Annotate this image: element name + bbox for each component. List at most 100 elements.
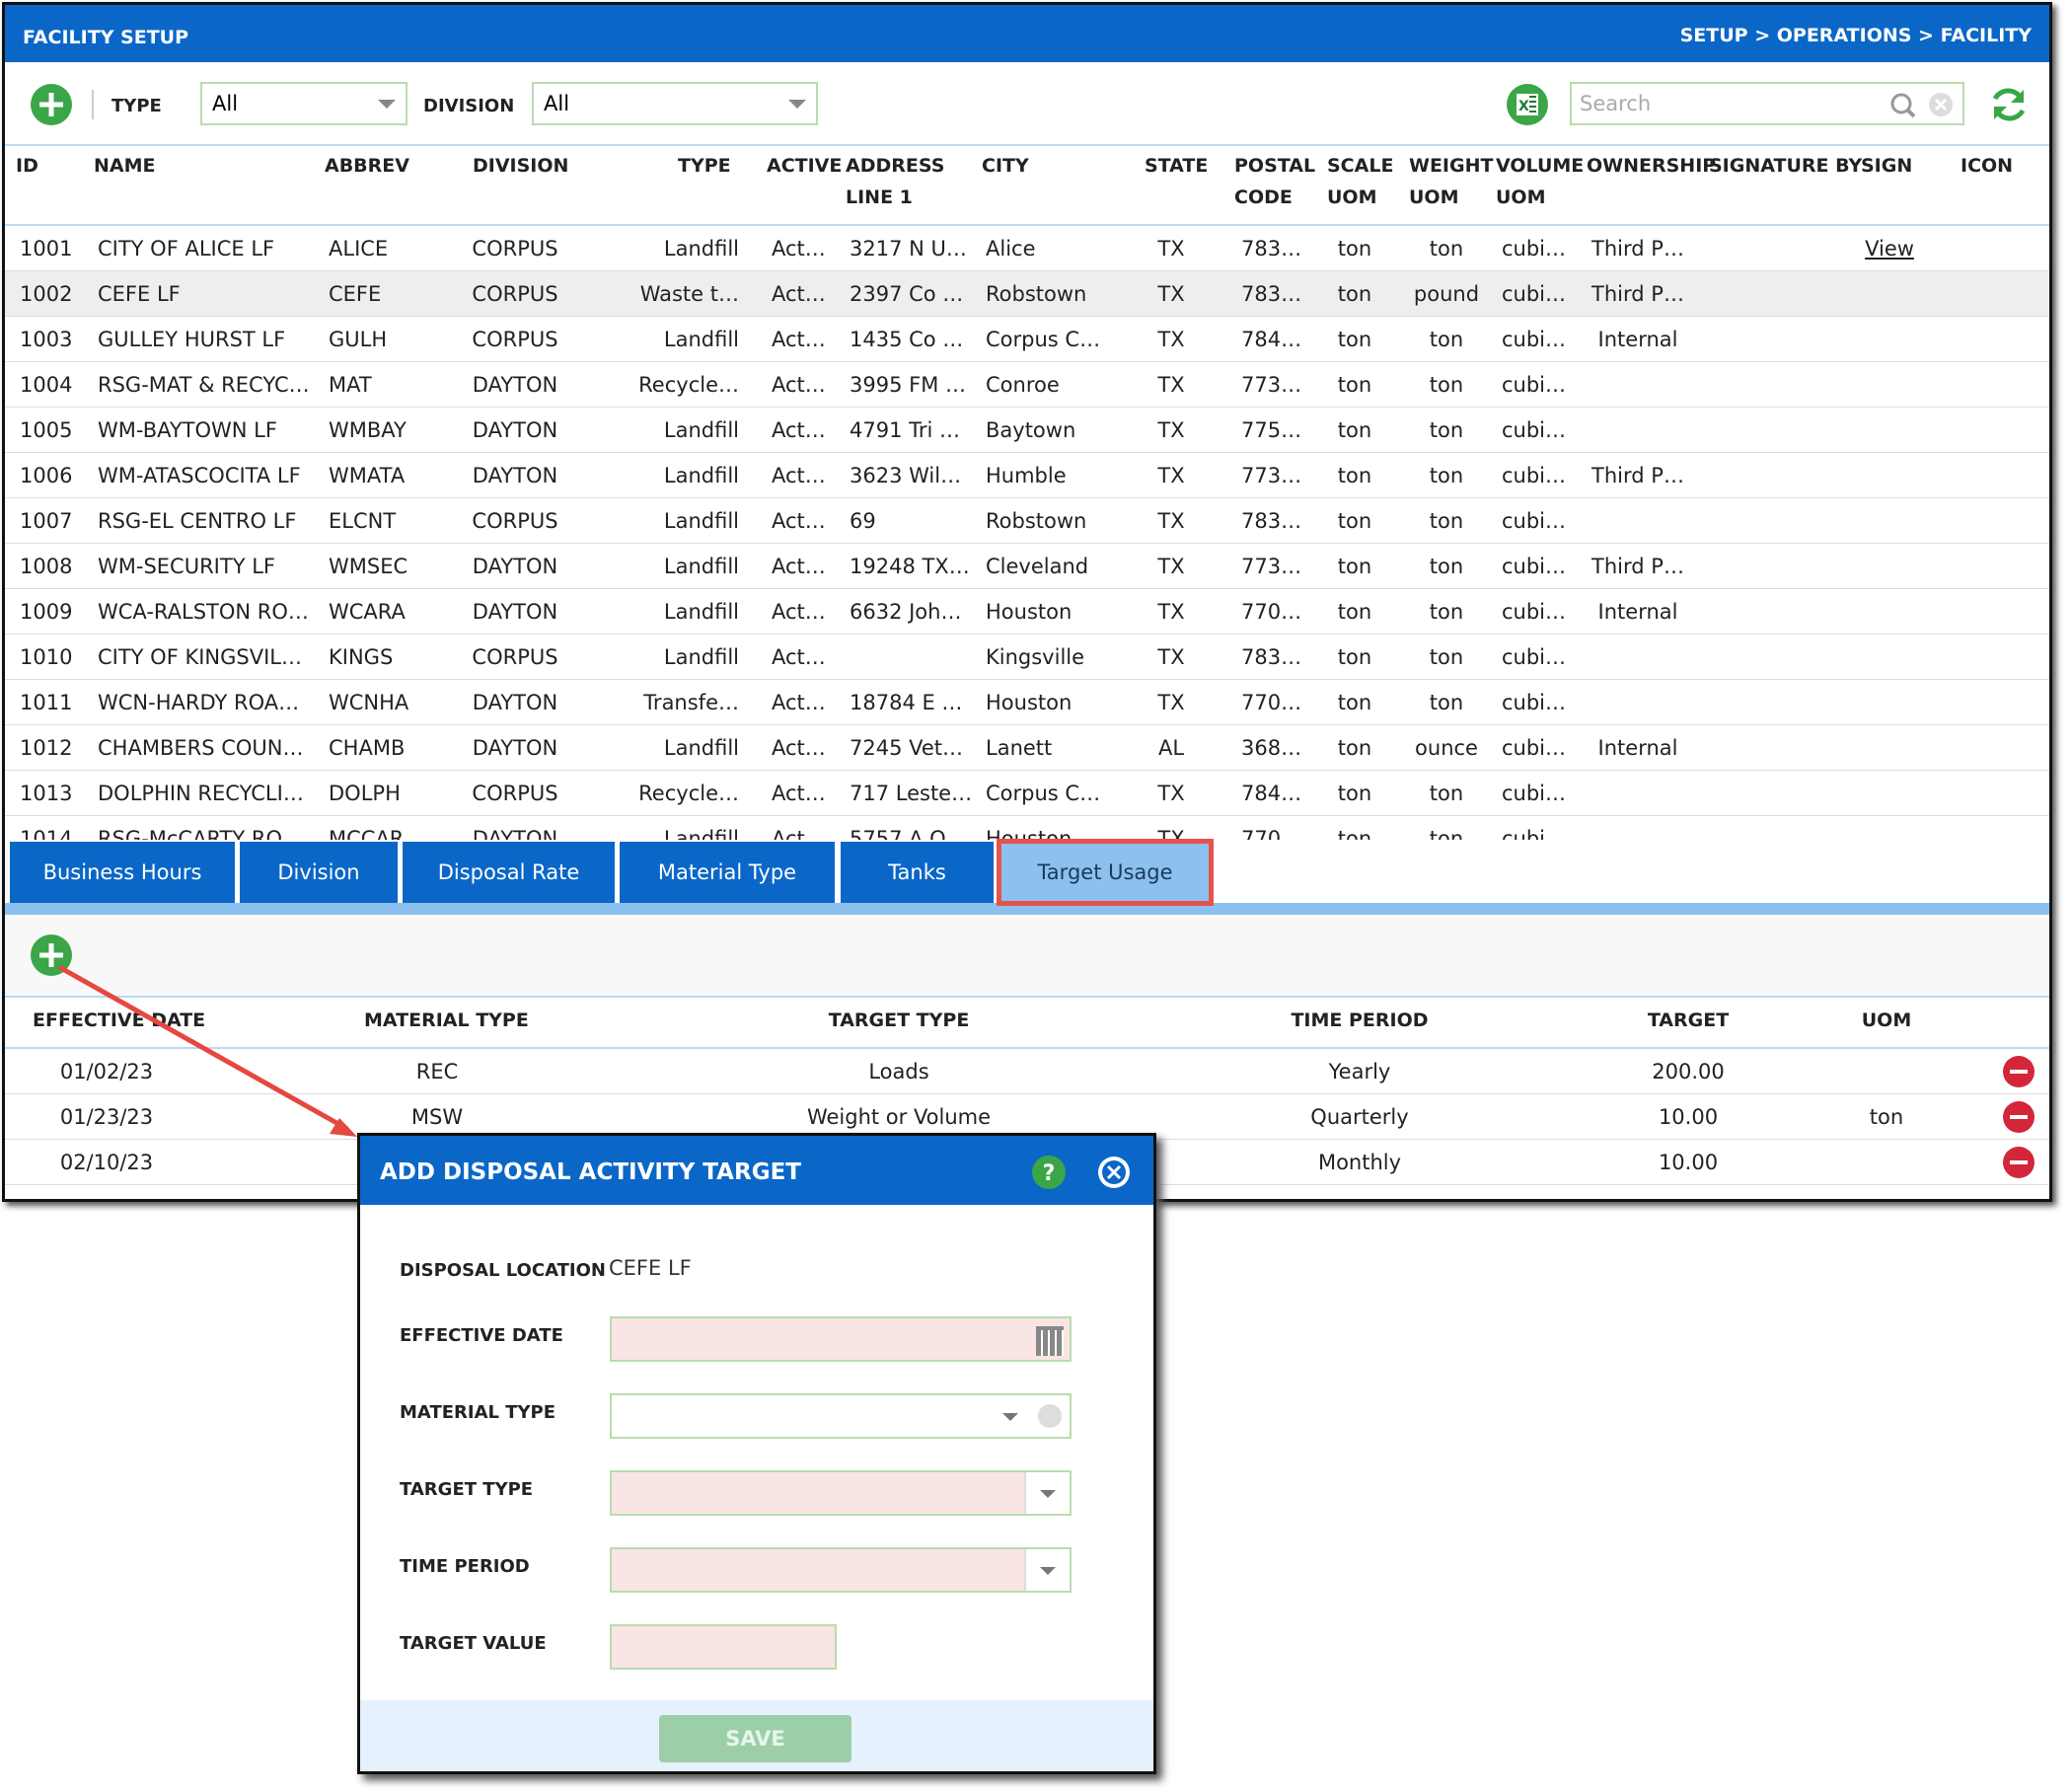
cell: TX	[1157, 509, 1185, 533]
cell: RSG-McCARTY RO…	[98, 827, 303, 840]
table-row[interactable]: 1008 WM-SECURITY LF WMSEC DAYTON Landfill Act…	[5, 544, 2049, 589]
delete-button[interactable]	[2003, 1101, 2035, 1133]
tab[interactable]: Target Usage	[997, 839, 1214, 906]
cell: MCCAR	[329, 827, 405, 840]
svg-text:X: X	[1518, 99, 1529, 114]
column-header: TARGET TYPE	[828, 1009, 970, 1031]
cell: ton	[1337, 827, 1372, 840]
field-input[interactable]	[610, 1547, 1072, 1593]
field-input[interactable]	[610, 1393, 1072, 1439]
tab[interactable]: Tanks	[841, 842, 994, 903]
cell: ton	[1337, 600, 1372, 624]
excel-export-button[interactable]: X	[1505, 82, 1550, 127]
field-input[interactable]	[610, 1316, 1072, 1362]
cell: 02/10/23	[59, 1151, 154, 1174]
table-row[interactable]: 1011 WCN-HARDY ROA… WCNHA DAYTON Transfe… Act…	[5, 680, 2049, 725]
table-row[interactable]: 1009 WCA-RALSTON RO… WCARA DAYTON Landfill Ac…	[5, 589, 2049, 635]
cell: Act…	[772, 736, 826, 760]
tab[interactable]: Division	[240, 842, 398, 903]
tab[interactable]: Material Type	[620, 842, 835, 903]
cell: Third P…	[1591, 282, 1684, 306]
cell: 3623 Wil…	[850, 464, 962, 487]
add-target-dialog: ADD DISPOSAL ACTIVITY TARGET ? DISPOSAL …	[357, 1133, 1156, 1774]
delete-button[interactable]	[2003, 1147, 2035, 1178]
cell: cubi…	[1502, 282, 1567, 306]
cell: DAYTON	[472, 555, 558, 578]
cell: 69	[850, 509, 876, 533]
minus	[2010, 1070, 2028, 1074]
cell: 368…	[1241, 736, 1302, 760]
cell: 1014	[20, 827, 73, 840]
cell: Act…	[772, 373, 826, 397]
cell: ton	[1429, 691, 1464, 714]
cell: ton	[1337, 645, 1372, 669]
field-input[interactable]	[610, 1624, 837, 1670]
table-row[interactable]: 1004 RSG-MAT & RECYC… MAT DAYTON Recycle… Act…	[5, 362, 2049, 408]
column-header: TYPE	[678, 155, 731, 177]
cell: CORPUS	[472, 509, 558, 533]
tab[interactable]: Disposal Rate	[403, 842, 615, 903]
cell: DAYTON	[472, 736, 558, 760]
dialog-icons[interactable]: ?	[1031, 1154, 1140, 1191]
cell: Loads	[868, 1060, 929, 1083]
tab[interactable]: Business Hours	[10, 842, 235, 903]
cell: Weight or Volume	[806, 1105, 992, 1129]
clear-icon[interactable]	[1038, 1404, 1062, 1428]
cell: 1003	[20, 328, 73, 351]
cell: 3995 FM …	[850, 373, 966, 397]
cell: WCA-RALSTON RO…	[98, 600, 309, 624]
cell: TX	[1157, 645, 1185, 669]
field-input[interactable]	[610, 1470, 1072, 1516]
dropdown-arrow[interactable]	[1002, 1413, 1018, 1421]
cell: Act…	[772, 328, 826, 351]
cell: Monthly	[1317, 1151, 1402, 1174]
column-header: STATE	[1145, 155, 1209, 177]
save-button[interactable]: SAVE	[659, 1715, 851, 1762]
table-row[interactable]: 1013 DOLPHIN RECYCLI… DOLPH CORPUS Recycle… A…	[5, 771, 2049, 816]
dropdown-arrow	[788, 100, 806, 109]
cell: 01/02/23	[59, 1060, 154, 1083]
cell: TX	[1157, 237, 1185, 261]
table-row[interactable]: 01/02/23 REC Loads Yearly 200.00	[5, 1049, 2049, 1094]
breadcrumb[interactable]: SETUP > OPERATIONS > FACILITY	[1679, 25, 2032, 46]
table-row[interactable]: 1002 CEFE LF CEFE CORPUS Waste t… Act… 2397 Co…	[5, 271, 2049, 317]
cell: Act…	[772, 509, 826, 533]
cell: DOLPHIN RECYCLI…	[98, 782, 304, 805]
table-row[interactable]: 1007 RSG-EL CENTRO LF ELCNT CORPUS Landfill A…	[5, 498, 2049, 544]
cell: 784…	[1241, 782, 1302, 805]
division-select[interactable]: All	[532, 82, 818, 125]
column-header: VOLUME	[1496, 155, 1585, 177]
cell: ton	[1429, 237, 1464, 261]
table-row[interactable]: 1010 CITY OF KINGSVIL… KINGS CORPUS Landfill…	[5, 635, 2049, 680]
table-row[interactable]: 1006 WM-ATASCOCITA LF WMATA DAYTON Landfill A…	[5, 453, 2049, 498]
cell: Landfill	[663, 555, 739, 578]
header-divider	[5, 224, 2049, 226]
table-row[interactable]: 1001 CITY OF ALICE LF ALICE CORPUS Landfill A…	[5, 226, 2049, 271]
refresh-button[interactable]	[1986, 82, 2032, 127]
table-row[interactable]: 1003 GULLEY HURST LF GULH CORPUS Landfill Act…	[5, 317, 2049, 362]
table-row[interactable]: 1014 RSG-McCARTY RO… MCCAR DAYTON Landfill Ac…	[5, 816, 2049, 840]
cell: CORPUS	[472, 645, 558, 669]
cell: WCNHA	[329, 691, 409, 714]
cell: Houston	[986, 827, 1073, 840]
search-box[interactable]: Search	[1570, 82, 1964, 125]
cell: 2397 Co …	[850, 282, 964, 306]
minus	[2010, 1115, 2028, 1119]
cell: RSG-MAT & RECYC…	[98, 373, 310, 397]
calendar-icon[interactable]	[1036, 1326, 1064, 1356]
cell: CEFE	[329, 282, 382, 306]
cell: 775…	[1241, 418, 1302, 442]
cell: GULLEY HURST LF	[98, 328, 286, 351]
view-link[interactable]: View	[1865, 237, 1914, 261]
cell: 4791 Tri …	[850, 418, 961, 442]
table-row[interactable]: 1012 CHAMBERS COUN… CHAMB DAYTON Landfill Act…	[5, 725, 2049, 771]
add-facility-button[interactable]	[29, 82, 74, 127]
cell: Landfill	[663, 328, 739, 351]
cell: Act…	[772, 782, 826, 805]
table-row[interactable]: 1005 WM-BAYTOWN LF WMBAY DAYTON Landfill Act……	[5, 408, 2049, 453]
delete-button[interactable]	[2003, 1056, 2035, 1087]
type-select[interactable]: All	[200, 82, 407, 125]
cell: TX	[1157, 691, 1185, 714]
cell: ton	[1337, 464, 1372, 487]
add-target-button[interactable]	[29, 933, 74, 978]
